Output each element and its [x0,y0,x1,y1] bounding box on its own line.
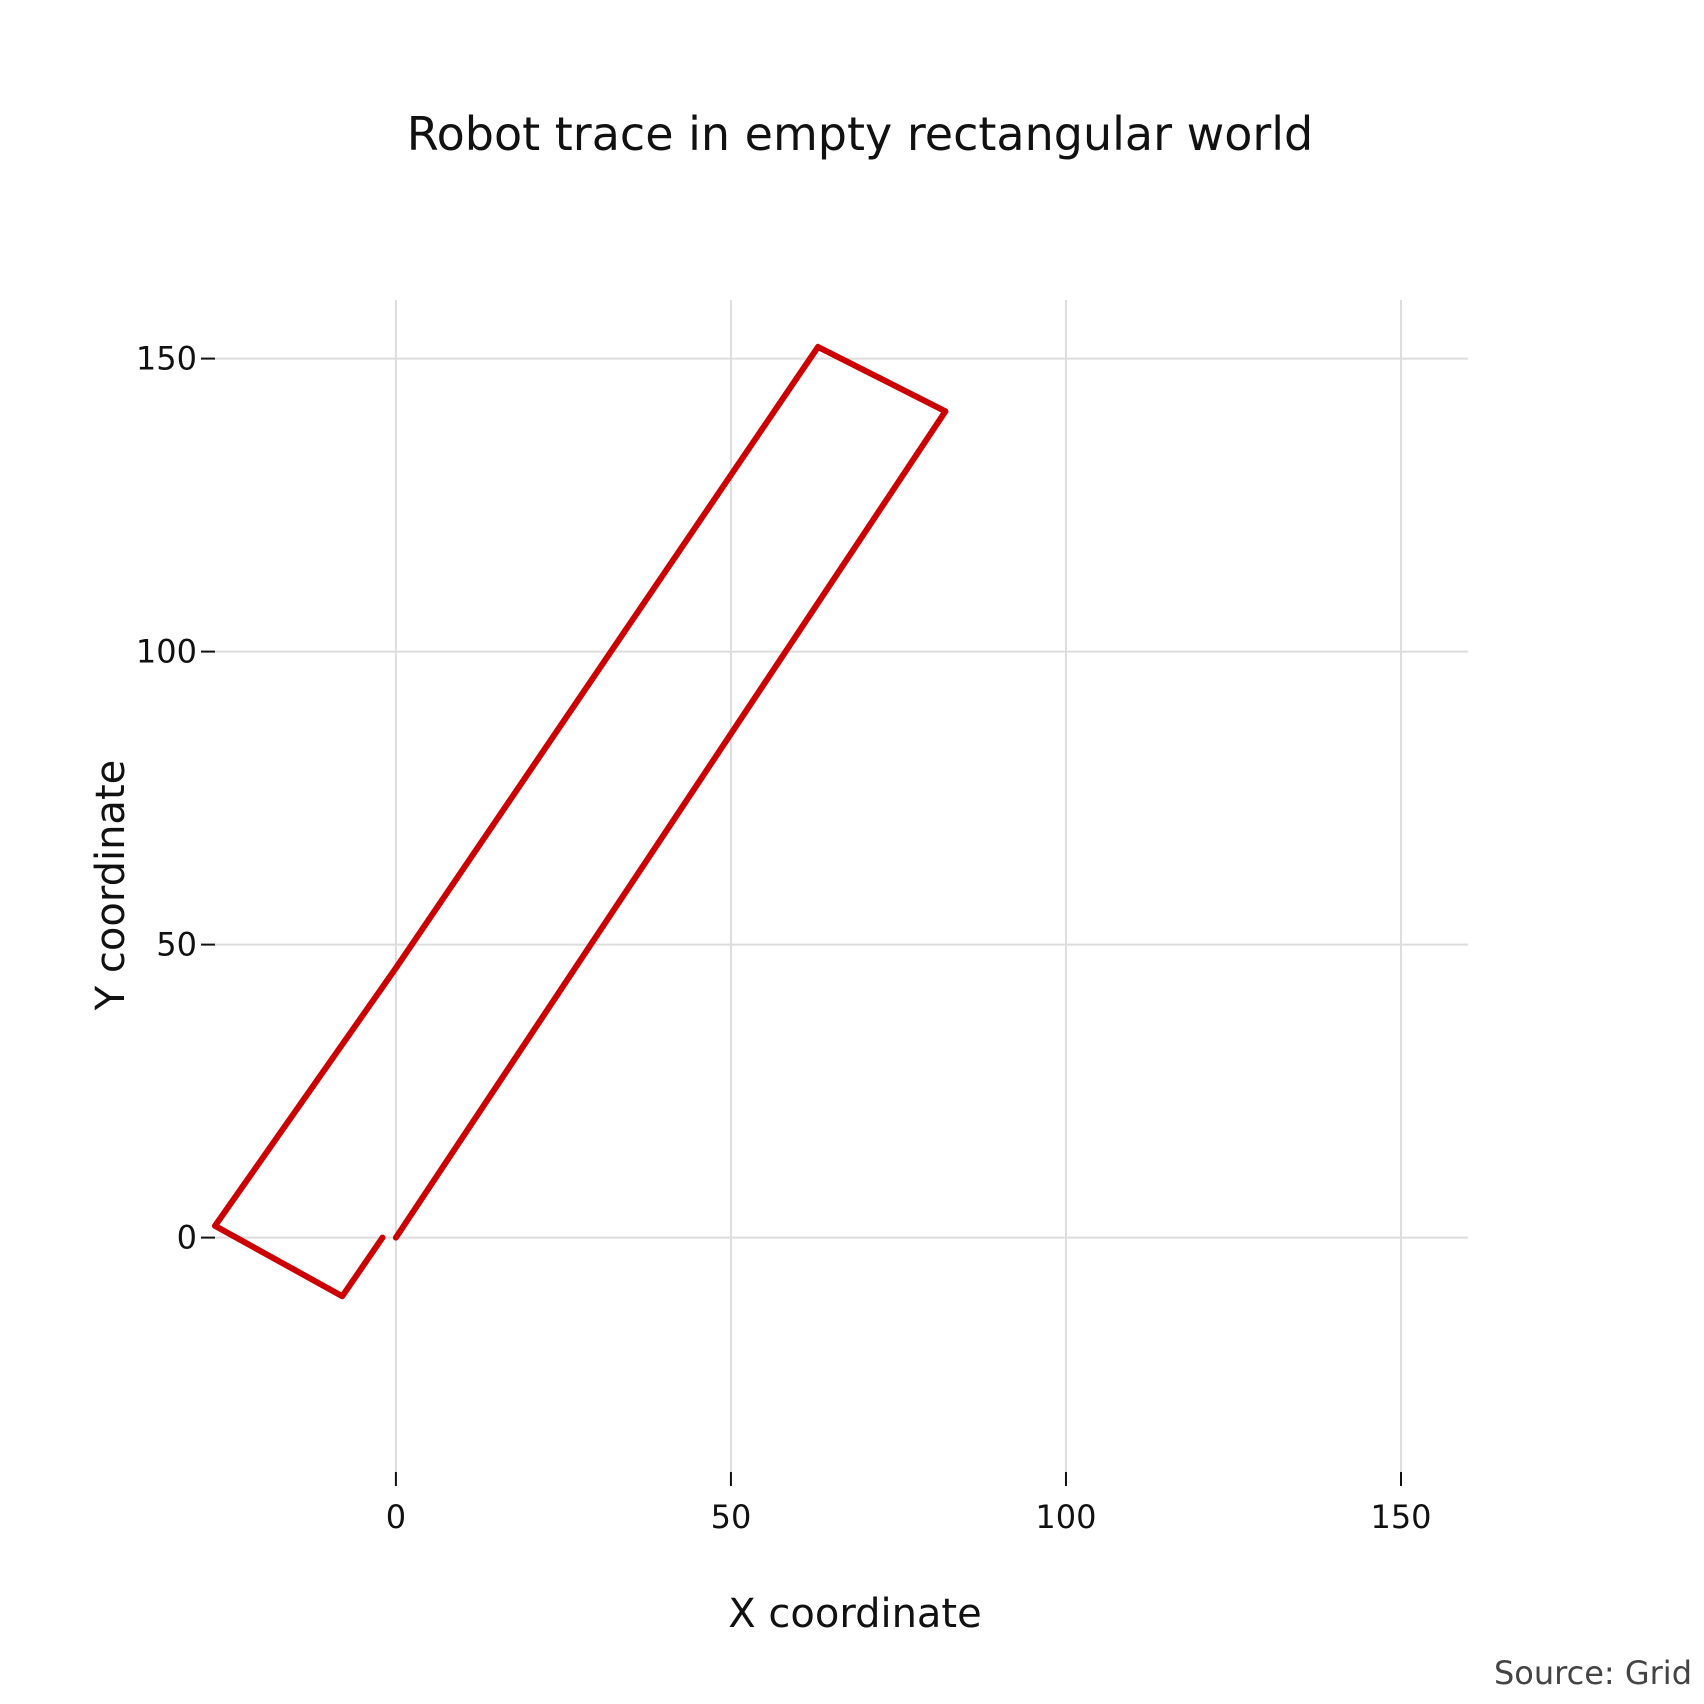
x-axis-title: X coordinate [728,1591,981,1637]
x-tick-label: 0 [386,1498,406,1536]
source-note: Source: Grid [1494,1654,1692,1692]
x-tick-label: 150 [1370,1498,1431,1536]
chart-title: Robot trace in empty rectangular world [407,107,1314,161]
y-tick-label: 0 [177,1219,197,1257]
grid-lines [215,300,1468,1472]
x-tick-label: 50 [711,1498,752,1536]
x-tick-label: 100 [1035,1498,1096,1536]
y-tick-label: 150 [136,340,197,378]
trace-series [212,343,949,1300]
trace-line [212,343,949,1300]
y-tick-label: 100 [136,633,197,671]
y-tick-label: 50 [156,926,197,964]
axis-ticks: 0 50 100 150 0 50 100 150 [136,340,1432,1536]
y-axis-title: Y coordinate [88,760,134,1012]
